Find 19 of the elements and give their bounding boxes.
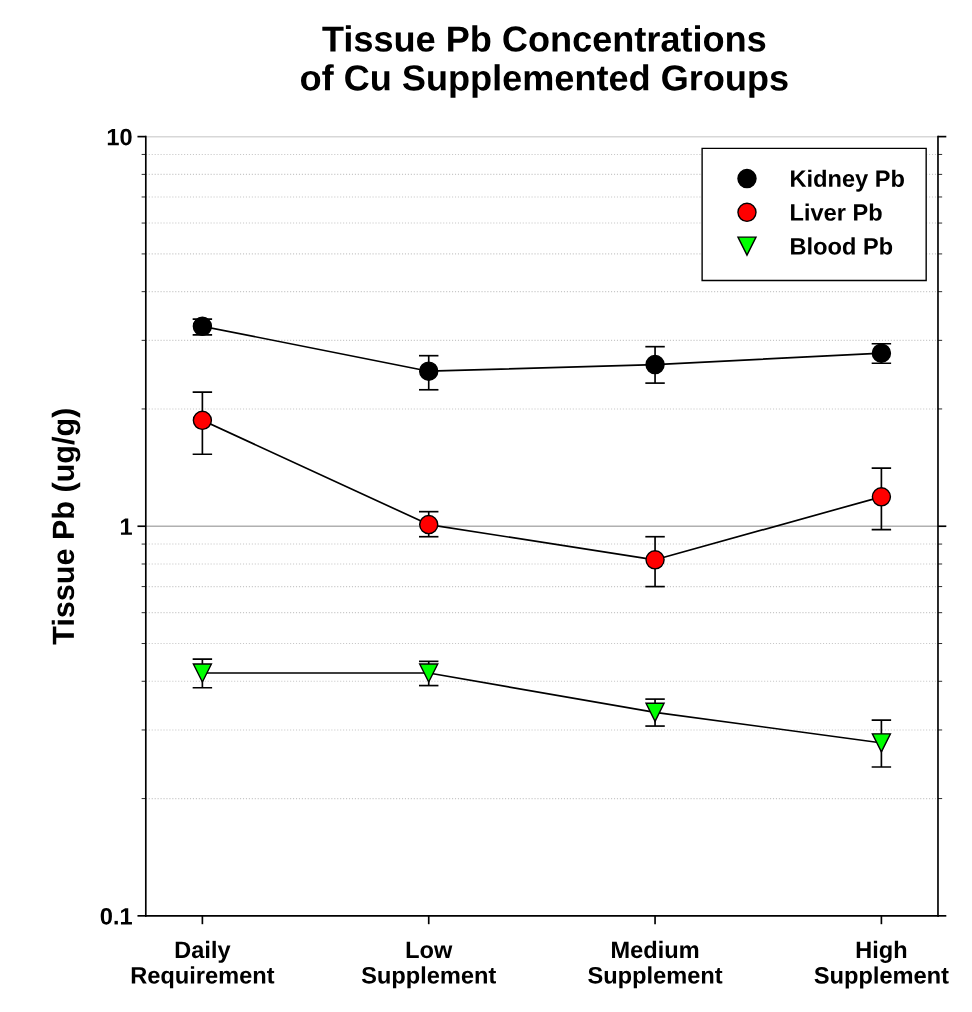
legend-label: Liver Pb <box>791 203 882 221</box>
y-tick-label: 1 <box>120 518 132 535</box>
x-tick-label: Medium Supplement <box>588 940 723 989</box>
legend-label: Kidney Pb <box>791 169 904 192</box>
point <box>192 410 213 431</box>
point <box>418 361 439 381</box>
point <box>645 550 665 570</box>
point <box>871 487 892 507</box>
point <box>645 354 665 375</box>
x-tick-label: High Supplement <box>814 940 949 989</box>
y-axis-title: Tissue Pb (ug/g) <box>51 409 81 645</box>
legend-label: Blood Pb <box>791 237 893 255</box>
y-tick-label: 0.1 <box>100 907 132 925</box>
point <box>871 733 892 753</box>
x-tick-label: Low Supplement <box>361 941 496 989</box>
x-tick-label: Daily Requirement <box>131 940 275 989</box>
chart-title: Tissue Pb Concentrations of Cu Supplemented Groups <box>300 25 788 98</box>
y-tick-label: 10 <box>107 128 132 146</box>
point <box>192 663 213 683</box>
